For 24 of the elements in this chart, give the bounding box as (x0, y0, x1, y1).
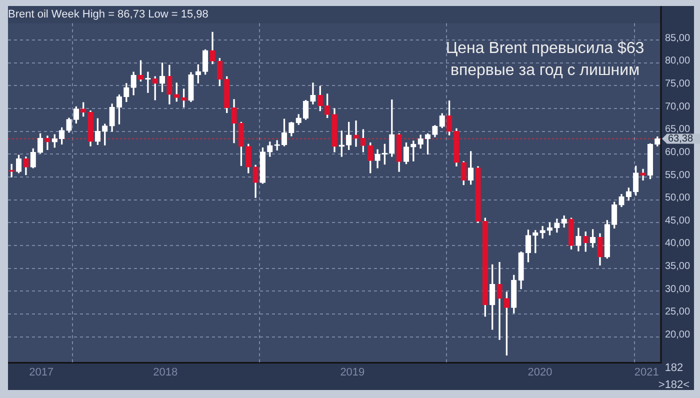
x-tick-label: 2018 (153, 366, 178, 378)
chart-title: Brent oil Week High = 86,73 Low = 15,98 (8, 8, 208, 21)
x-tick-label: 2021 (634, 366, 659, 378)
x-tick-label: 2020 (528, 366, 552, 378)
ref-line-label: 63,38 (668, 134, 694, 145)
text: 182 (664, 362, 684, 374)
x-tick-label: 2017 (29, 366, 54, 378)
text: >182< (657, 379, 691, 391)
y-tick-label: 80,00 (664, 56, 690, 67)
y-tick-label: 85,00 (664, 32, 690, 44)
y-tick-label: 30,00 (664, 284, 690, 295)
x-tick-label: 2019 (340, 366, 365, 378)
y-tick-label: 35,00 (664, 261, 690, 272)
y-tick-label: 75,00 (664, 78, 690, 90)
annotation: Цена Brent превысила $63 впервые за год с лишним (446, 40, 644, 79)
y-tick-label: 45,00 (664, 215, 690, 226)
y-tick-label: 20,00 (664, 330, 690, 341)
y-tick-label: 70,00 (664, 101, 690, 112)
y-tick-label: 55,00 (664, 170, 690, 181)
y-tick-label: 65,00 (664, 124, 690, 136)
y-tick-label: 40,00 (664, 238, 690, 250)
y-tick-label: 50,00 (664, 192, 690, 204)
y-tick-label: 25,00 (664, 306, 690, 318)
y-tick-label: 60,00 (664, 146, 690, 158)
